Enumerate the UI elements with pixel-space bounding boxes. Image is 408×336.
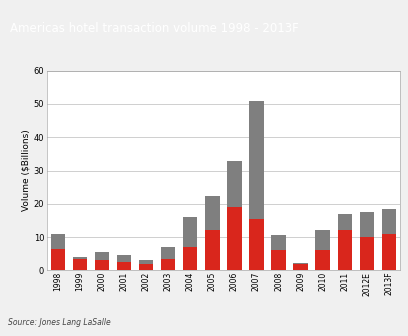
Bar bbox=[205, 196, 220, 230]
Bar bbox=[337, 230, 352, 270]
Bar bbox=[161, 247, 175, 259]
Bar bbox=[293, 264, 308, 270]
Bar bbox=[51, 249, 65, 270]
Bar bbox=[51, 234, 65, 249]
Bar bbox=[117, 262, 131, 270]
Bar bbox=[205, 230, 220, 270]
Bar bbox=[381, 209, 396, 234]
Y-axis label: Volume ($Billions): Volume ($Billions) bbox=[22, 130, 31, 211]
Bar bbox=[293, 263, 308, 264]
Bar bbox=[249, 100, 264, 219]
Bar bbox=[359, 237, 374, 270]
Bar bbox=[95, 252, 109, 260]
Bar bbox=[315, 230, 330, 251]
Bar bbox=[73, 257, 87, 259]
Bar bbox=[271, 251, 286, 270]
Bar bbox=[271, 236, 286, 251]
Text: Source: Jones Lang LaSalle: Source: Jones Lang LaSalle bbox=[8, 318, 111, 327]
Bar bbox=[139, 260, 153, 264]
Bar bbox=[337, 214, 352, 230]
Bar bbox=[381, 234, 396, 270]
Bar bbox=[183, 247, 197, 270]
Bar bbox=[227, 207, 242, 270]
Bar bbox=[183, 217, 197, 247]
Bar bbox=[73, 259, 87, 270]
Bar bbox=[249, 219, 264, 270]
Bar bbox=[161, 259, 175, 270]
Bar bbox=[359, 212, 374, 237]
Bar bbox=[227, 161, 242, 207]
Bar bbox=[95, 260, 109, 270]
Text: Americas hotel transaction volume 1998 - 2013F: Americas hotel transaction volume 1998 -… bbox=[10, 22, 299, 35]
Bar bbox=[117, 255, 131, 262]
Bar bbox=[315, 251, 330, 270]
Bar bbox=[139, 264, 153, 270]
